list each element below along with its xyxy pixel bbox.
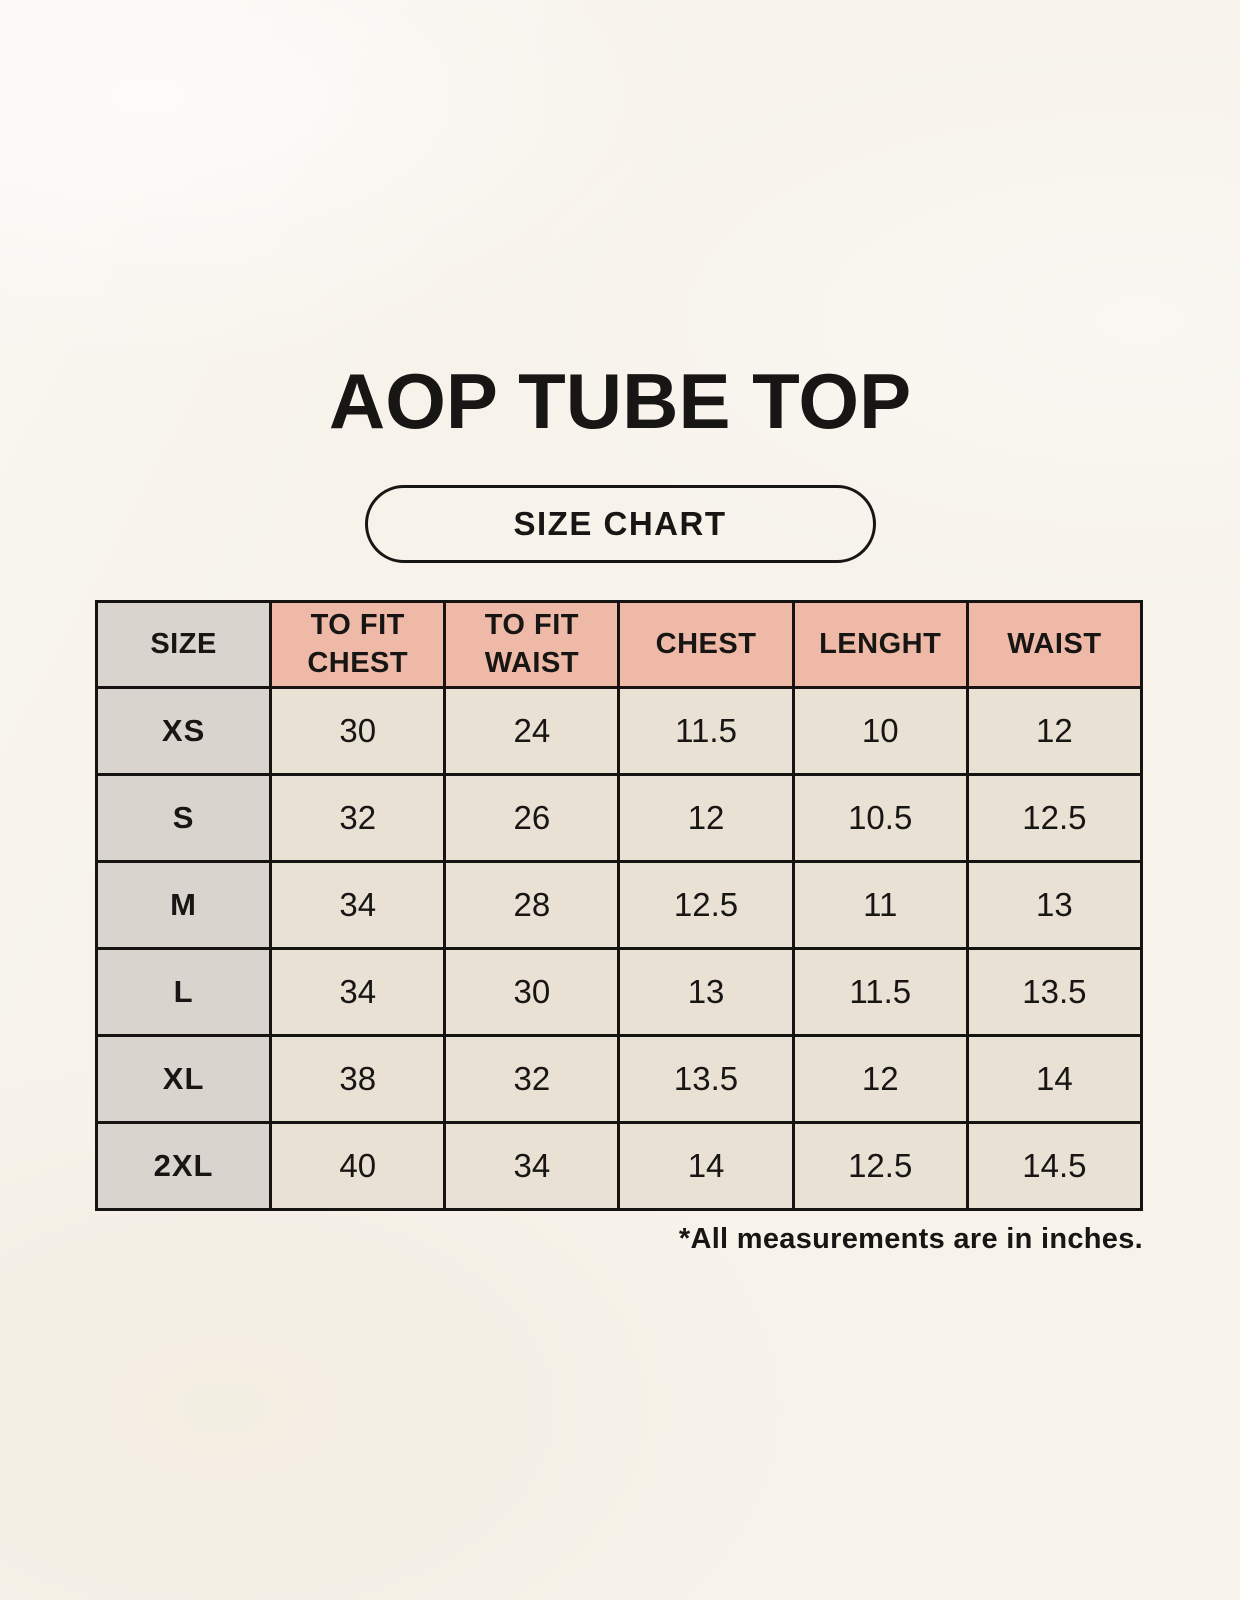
size-label-l: L: [94, 947, 273, 1038]
value-cell: 11.5: [791, 947, 969, 1038]
value-cell: 12: [791, 1034, 969, 1125]
header-cell-lenght: LENGHT: [791, 599, 969, 690]
size-chart-table: SIZE TO FIT CHEST TO FIT WAIST CHEST LEN…: [94, 599, 1144, 1212]
value-cell: 28: [443, 860, 621, 951]
value-cell: 24: [443, 686, 621, 777]
value-cell: 34: [269, 947, 447, 1038]
table-row-xs: XS 30 24 11.5 10 12: [94, 686, 1144, 777]
measurements-note: *All measurements are in inches.: [678, 1223, 1143, 1256]
value-cell: 14: [617, 1121, 795, 1212]
table-row-m: M 34 28 12.5 11 13: [94, 860, 1144, 951]
value-cell: 11: [791, 860, 969, 951]
size-label-m: M: [94, 860, 273, 951]
table-row-2xl: 2XL 40 34 14 12.5 14.5: [94, 1121, 1144, 1212]
value-cell: 40: [269, 1121, 447, 1212]
size-chart-pill: SIZE CHART: [364, 485, 876, 563]
value-cell: 32: [443, 1034, 621, 1125]
page-title: AOP TUBE TOP: [328, 357, 912, 445]
header-cell-to-fit-waist: TO FIT WAIST: [443, 599, 621, 690]
value-cell: 26: [443, 773, 621, 864]
size-label-s: S: [94, 773, 273, 864]
header-cell-to-fit-chest: TO FIT CHEST: [269, 599, 447, 690]
table-row-l: L 34 30 13 11.5 13.5: [94, 947, 1144, 1038]
value-cell: 10.5: [791, 773, 969, 864]
value-cell: 30: [443, 947, 621, 1038]
value-cell: 14.5: [965, 1121, 1144, 1212]
value-cell: 13: [617, 947, 795, 1038]
value-cell: 12.5: [617, 860, 795, 951]
table-row-s: S 32 26 12 10.5 12.5: [94, 773, 1144, 864]
header-cell-size: SIZE: [94, 599, 273, 690]
size-chart-pill-label: SIZE CHART: [513, 505, 727, 542]
value-cell: 34: [443, 1121, 621, 1212]
value-cell: 12.5: [791, 1121, 969, 1212]
table-header-row: SIZE TO FIT CHEST TO FIT WAIST CHEST LEN…: [94, 599, 1144, 690]
value-cell: 30: [269, 686, 447, 777]
size-label-xs: XS: [94, 686, 273, 777]
value-cell: 32: [269, 773, 447, 864]
value-cell: 13.5: [617, 1034, 795, 1125]
value-cell: 13: [965, 860, 1144, 951]
header-cell-waist: WAIST: [965, 599, 1144, 690]
value-cell: 34: [269, 860, 447, 951]
value-cell: 38: [269, 1034, 447, 1125]
value-cell: 10: [791, 686, 969, 777]
size-label-xl: XL: [94, 1034, 273, 1125]
size-chart-page: AOP TUBE TOP SIZE CHART SIZE TO FIT CHES…: [94, 357, 1144, 1256]
header-cell-chest: CHEST: [617, 599, 795, 690]
table-row-xl: XL 38 32 13.5 12 14: [94, 1034, 1144, 1125]
value-cell: 12: [617, 773, 795, 864]
value-cell: 12: [965, 686, 1144, 777]
value-cell: 14: [965, 1034, 1144, 1125]
value-cell: 11.5: [617, 686, 795, 777]
value-cell: 12.5: [965, 773, 1144, 864]
value-cell: 13.5: [965, 947, 1144, 1038]
size-label-2xl: 2XL: [94, 1121, 273, 1212]
